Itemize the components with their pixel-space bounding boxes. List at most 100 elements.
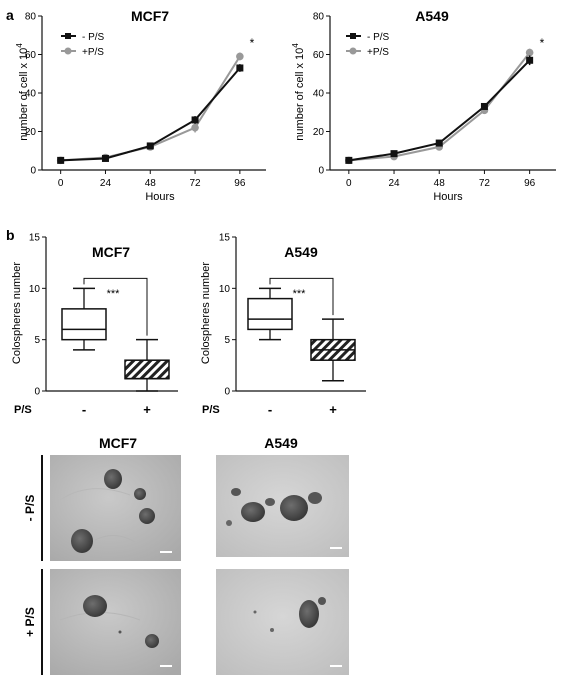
x-tick-label: 72 [479, 178, 491, 189]
y-tick-label: 40 [25, 89, 37, 100]
box-chart-a549: A549 Colospheres number *** P/S 0 5 10 15 - + [200, 233, 366, 417]
y-tick-label: 0 [34, 387, 40, 398]
y-tick-label: 10 [219, 284, 231, 295]
legend: - P/S +P/S [346, 32, 390, 58]
micrograph-a549-plus-ps [216, 569, 349, 675]
data-point [191, 123, 199, 132]
data-point [57, 156, 65, 164]
category-label: + [329, 402, 337, 417]
category-label: - [268, 402, 272, 417]
micrograph-mcf7-plus-ps [50, 569, 181, 675]
micrograph-row-label-minus: - P/S [23, 495, 37, 522]
legend-label-plus: +P/S [82, 47, 104, 58]
y-axis-label: number of cell x 104 [15, 43, 30, 141]
colosphere [308, 492, 322, 504]
micrograph-background [216, 569, 349, 675]
x-tick-label: 48 [145, 178, 157, 189]
data-point [480, 102, 488, 110]
y-tick-label: 20 [313, 127, 325, 138]
significance-label: *** [293, 288, 307, 300]
significance-bracket [269, 277, 334, 316]
significance-bracket [83, 277, 148, 336]
significance-star: * [540, 36, 545, 50]
colosphere [318, 597, 326, 605]
y-tick-label: 15 [29, 233, 41, 244]
box-chart-title: MCF7 [92, 244, 130, 260]
y-tick-label: 5 [34, 335, 40, 346]
micrograph-grid: MCF7 A549 - P/S + P/S [23, 435, 349, 675]
data-point [345, 156, 353, 164]
panel-label-b: b [6, 227, 15, 243]
box-chart-mcf7: MCF7 Colospheres number *** P/S 0 5 10 15 - + [11, 233, 178, 417]
x-tick-label: 24 [388, 178, 400, 189]
micrograph-texture [59, 488, 131, 501]
x-axis-label: Hours [433, 191, 463, 203]
colosphere [145, 634, 159, 648]
x-tick-label: 0 [58, 178, 64, 189]
colosphere [226, 520, 232, 526]
data-point [526, 56, 534, 64]
colosphere [104, 469, 122, 489]
y-tick-label: 60 [25, 50, 37, 61]
micrograph-background [50, 569, 181, 675]
colosphere [265, 498, 275, 506]
panel-label-a: a [6, 7, 14, 23]
micrograph-col-label-a549: A549 [264, 435, 298, 451]
colosphere [241, 502, 265, 522]
legend-marker-plus [349, 47, 357, 55]
x-tick-label: 48 [434, 178, 446, 189]
data-point [435, 139, 443, 147]
y-tick-label: 0 [224, 387, 230, 398]
line-chart-a549: A549 number of cell x 104 Hours * - P/S … [291, 8, 556, 203]
legend-marker-minus [65, 33, 71, 39]
line-chart-mcf7: MCF7 number of cell x 104 Hours * - P/S … [15, 8, 266, 203]
box [247, 297, 293, 331]
colosphere [134, 488, 146, 500]
debris [118, 630, 122, 634]
legend-label-plus: +P/S [367, 47, 389, 58]
x-tick-label: 72 [190, 178, 202, 189]
x-axis-label: Hours [145, 191, 175, 203]
group-label: P/S [14, 404, 32, 416]
y-tick-label: 10 [29, 284, 41, 295]
x-tick-label: 0 [346, 178, 352, 189]
line-chart-title: MCF7 [131, 8, 169, 24]
micrograph-texture [94, 535, 136, 543]
micrograph-a549-minus-ps [216, 455, 349, 557]
legend-marker-plus [64, 47, 72, 55]
x-tick-label: 96 [524, 178, 536, 189]
legend-label-minus: - P/S [82, 32, 105, 43]
colosphere [299, 600, 319, 628]
line-chart-title: A549 [415, 8, 449, 24]
data-point [146, 142, 154, 150]
box [124, 359, 170, 380]
y-tick-label: 80 [313, 12, 325, 23]
data-point [101, 154, 109, 162]
y-axis-label: number of cell x 104 [291, 43, 306, 141]
legend-marker-minus [350, 33, 356, 39]
debris [270, 628, 274, 632]
group-label: P/S [202, 404, 220, 416]
micrograph-mcf7-minus-ps [50, 455, 181, 561]
micrograph-row-label-plus: + P/S [23, 607, 37, 637]
data-point [191, 116, 199, 124]
colosphere [71, 529, 93, 553]
x-tick-label: 24 [100, 178, 112, 189]
significance-label: *** [107, 288, 121, 300]
significance-star: * [250, 36, 255, 50]
legend: - P/S +P/S [61, 32, 105, 58]
y-axis-label: Colospheres number [200, 262, 212, 364]
y-tick-label: 0 [318, 166, 324, 177]
y-axis-label: Colospheres number [11, 262, 23, 364]
y-tick-label: 15 [219, 233, 231, 244]
x-tick-label: 96 [234, 178, 246, 189]
category-label: + [143, 402, 151, 417]
colosphere [280, 495, 308, 521]
y-tick-label: 20 [25, 127, 37, 138]
data-point [390, 150, 398, 158]
y-tick-label: 40 [313, 89, 325, 100]
data-point [525, 48, 534, 57]
colosphere [231, 488, 241, 496]
y-tick-label: 80 [25, 12, 37, 23]
